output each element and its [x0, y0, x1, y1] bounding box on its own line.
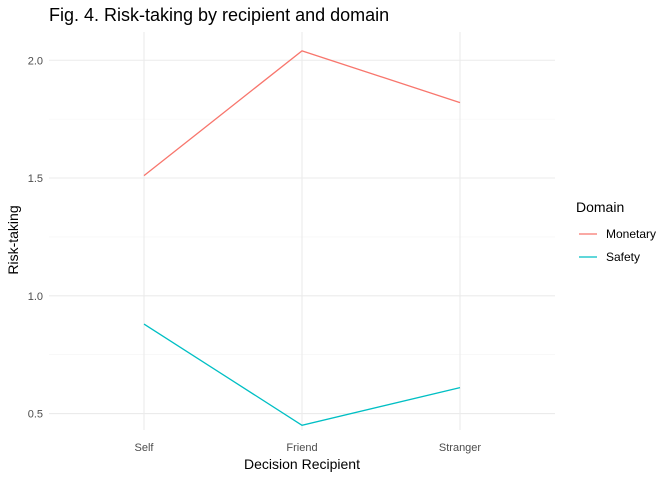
series-group: [143, 50, 461, 426]
y-axis-ticks: 0.5 1.0 1.5 2.0: [28, 55, 43, 420]
legend-label-monetary: Monetary: [606, 227, 656, 241]
grid: [49, 32, 555, 430]
x-axis-title: Decision Recipient: [244, 456, 360, 472]
series-line-monetary: [143, 50, 461, 177]
series-line-safety: [143, 323, 461, 426]
legend-title: Domain: [576, 199, 624, 215]
x-tick-label: Self: [135, 442, 155, 454]
y-tick-label: 1.5: [28, 173, 43, 185]
legend: Domain Monetary Safety: [576, 199, 656, 264]
x-axis-ticks: Self Friend Stranger: [135, 442, 482, 454]
y-tick-label: 0.5: [28, 409, 43, 421]
y-tick-label: 2.0: [28, 55, 43, 67]
x-tick-label: Stranger: [439, 442, 482, 454]
x-tick-label: Friend: [286, 442, 317, 454]
y-tick-label: 1.0: [28, 291, 43, 303]
y-axis-title: Risk-taking: [5, 205, 21, 274]
legend-label-safety: Safety: [606, 250, 640, 264]
chart-title: Fig. 4. Risk-taking by recipient and dom…: [49, 5, 389, 25]
